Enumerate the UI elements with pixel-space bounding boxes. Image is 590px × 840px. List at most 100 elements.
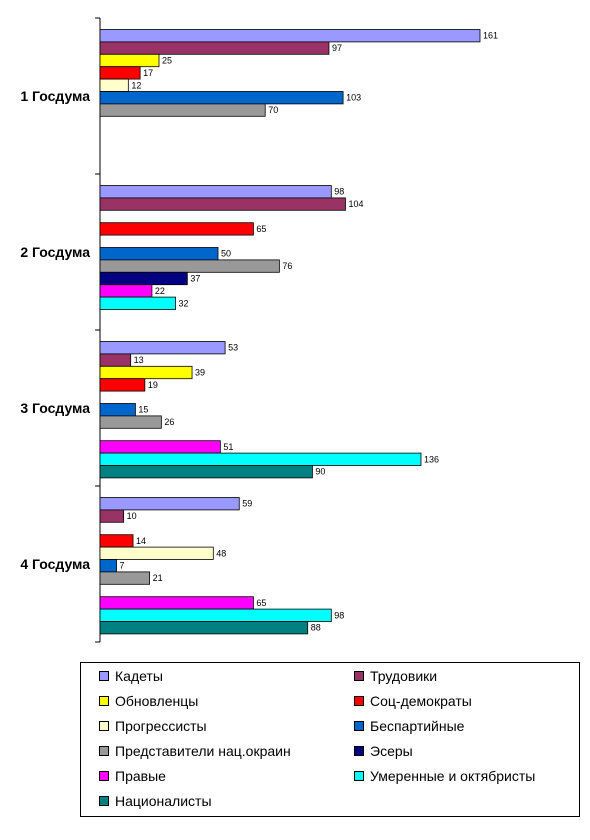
- bar: [99, 559, 117, 573]
- chart-legend: Кадеты Трудовики Обновленцы Соц-демократы Пр…: [80, 662, 580, 817]
- bar-value-label: 65: [256, 598, 266, 608]
- legend-swatch: [354, 771, 364, 781]
- legend-item: Представители нац.окраин: [99, 742, 291, 760]
- bar: [99, 222, 254, 236]
- bar-value-label: 25: [162, 56, 172, 66]
- bar-value-label: 39: [195, 368, 205, 378]
- legend-swatch: [354, 721, 364, 731]
- bar: [99, 465, 313, 479]
- bar-value-label: 59: [242, 499, 252, 509]
- bar: [99, 284, 153, 298]
- legend-label: Трудовики: [370, 668, 438, 684]
- bar-value-label: 14: [136, 536, 146, 546]
- bar: [99, 341, 226, 355]
- chart-axes: [95, 17, 101, 643]
- bar-value-label: 90: [315, 467, 325, 477]
- legend-label: Обновленцы: [115, 693, 199, 709]
- bar-value-label: 48: [216, 548, 226, 558]
- bar-value-label: 51: [223, 442, 233, 452]
- legend-item: Националисты: [99, 792, 212, 810]
- bar: [99, 41, 330, 55]
- bar-value-label: 76: [282, 261, 292, 271]
- bar: [99, 415, 162, 429]
- category-label: 4 Госдума: [20, 556, 90, 572]
- category-label: 2 Госдума: [20, 244, 90, 260]
- bar-value-label: 97: [332, 43, 342, 53]
- legend-label: Правые: [115, 768, 166, 784]
- bar: [99, 271, 188, 286]
- legend-swatch: [354, 696, 364, 706]
- bar-value-label: 37: [190, 274, 200, 284]
- bar: [99, 353, 132, 367]
- bar-value-label: 70: [268, 105, 278, 115]
- bar-value-label: 7: [120, 561, 125, 571]
- legend-swatch: [99, 796, 109, 806]
- legend-swatch: [354, 746, 364, 756]
- legend-swatch: [99, 746, 109, 756]
- bar-value-label: 10: [127, 511, 137, 521]
- bar: [99, 91, 344, 105]
- bar: [99, 571, 150, 585]
- legend-label: Прогрессисты: [115, 718, 207, 734]
- bar: [99, 596, 254, 610]
- bar-value-label: 98: [334, 610, 344, 620]
- bar: [99, 103, 266, 117]
- legend-item: Соц-демократы: [354, 692, 472, 710]
- bar: [99, 259, 280, 273]
- bar: [99, 403, 136, 417]
- legend-swatch: [354, 671, 364, 681]
- bar: [99, 185, 332, 199]
- legend-item: Обновленцы: [99, 692, 198, 710]
- bar-value-label: 15: [138, 405, 148, 415]
- bar: [99, 197, 346, 211]
- legend-swatch: [99, 771, 109, 781]
- bar-value-label: 136: [424, 454, 439, 464]
- bar: [99, 66, 141, 80]
- category-label: 1 Госдума: [20, 88, 90, 104]
- bar: [99, 29, 481, 43]
- legend-label: Умеренные и октябристы: [370, 768, 536, 784]
- legend-item: Кадеты: [99, 667, 163, 685]
- bar: [99, 608, 332, 622]
- bar-value-label: 104: [348, 199, 363, 209]
- bar-value-label: 32: [179, 298, 189, 308]
- bar: [99, 546, 214, 560]
- legend-label: Представители нац.окраин: [115, 743, 291, 759]
- legend-item: Прогрессисты: [99, 717, 207, 735]
- legend-swatch: [99, 721, 109, 731]
- legend-label: Соц-демократы: [370, 693, 472, 709]
- legend-label: Кадеты: [115, 668, 163, 684]
- legend-item: Эсеры: [354, 742, 413, 760]
- legend-swatch: [99, 696, 109, 706]
- bar: [99, 509, 125, 523]
- bar: [99, 53, 160, 68]
- bar: [99, 440, 221, 454]
- bar-value-label: 22: [155, 286, 165, 296]
- bar: [99, 497, 240, 511]
- bar-value-label: 26: [164, 417, 174, 427]
- bar: [99, 247, 219, 261]
- bar: [99, 452, 422, 466]
- legend-label: Беспартийные: [370, 718, 465, 734]
- bar-value-label: 12: [131, 80, 141, 90]
- legend-item: Правые: [99, 767, 166, 785]
- bar: [99, 378, 146, 392]
- bar: [99, 534, 134, 548]
- legend-label: Националисты: [115, 793, 212, 809]
- legend-label: Эсеры: [370, 743, 413, 759]
- bar-value-label: 21: [153, 573, 163, 583]
- bar-value-label: 50: [221, 249, 231, 259]
- legend-item: Беспартийные: [354, 717, 464, 735]
- legend-swatch: [99, 671, 109, 681]
- bar: [99, 78, 129, 92]
- category-label: 3 Госдума: [20, 400, 90, 416]
- bar: [99, 296, 176, 310]
- bar-value-label: 161: [483, 31, 498, 41]
- bar-value-label: 19: [148, 380, 158, 390]
- chart-bars: [99, 29, 481, 635]
- bar-value-label: 103: [346, 93, 361, 103]
- bar-value-label: 65: [256, 224, 266, 234]
- bar: [99, 621, 309, 635]
